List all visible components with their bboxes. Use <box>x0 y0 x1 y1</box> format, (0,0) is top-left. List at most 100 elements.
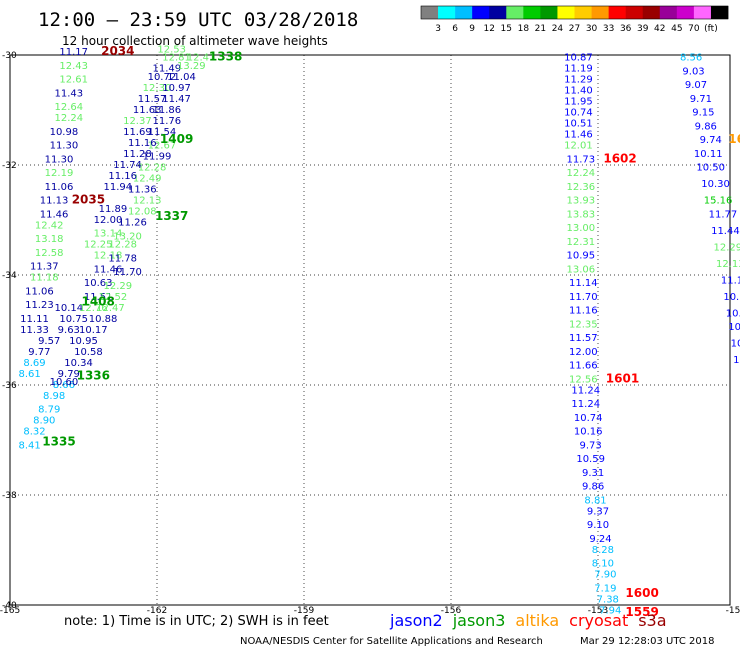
wave-height-point: 11.30 <box>50 141 79 152</box>
legend-cryosat: cryosat <box>569 611 628 630</box>
axis-ticks: -165 -162 -159 -156 -153 -15 -30 -32 -34 -36 -38 -4… <box>0 51 740 616</box>
wave-height-point: 10.14 <box>54 303 83 314</box>
colorbar-label: 15 <box>501 24 512 34</box>
wave-height-point: 12.19 <box>45 168 74 179</box>
wave-height-point: 9.37 <box>587 506 609 517</box>
wave-height-point: 11.78 <box>108 253 137 264</box>
grid <box>10 55 730 605</box>
wave-height-point: 9.86 <box>695 121 717 132</box>
wave-height-point: 12.37 <box>123 116 152 127</box>
wave-height-point: 11.29 <box>564 75 593 86</box>
wave-height-point: 13.06 <box>567 264 596 275</box>
colorbar-label: 33 <box>603 24 614 34</box>
wave-height-point: 10.88 <box>89 314 118 325</box>
wave-height-point: 12.58 <box>35 248 64 259</box>
wave-height-point: 11.06 <box>45 182 74 193</box>
wave-height-point: 13.93 <box>567 196 596 207</box>
pass-time-label: 1602 <box>603 151 636 165</box>
wave-height-point: 10.16 <box>733 355 740 366</box>
wave-height-point: 10.74 <box>574 413 603 424</box>
wave-height-point: 11.19 <box>721 275 740 286</box>
colorbar-label: (ft) <box>704 24 718 34</box>
wave-height-point: 12.76 <box>79 303 108 314</box>
wave-height-point: 12.18 <box>94 251 123 262</box>
wave-height-point: 12.24 <box>567 168 596 179</box>
colorbar-label: 27 <box>569 24 580 34</box>
wave-height-point: 11.04 <box>167 72 196 83</box>
wave-height-point: 11.47 <box>162 94 191 105</box>
wave-height-point: 12.25 <box>84 240 113 251</box>
legend-jason3: jason3 <box>452 611 506 630</box>
pass-time-label: 1336 <box>77 369 110 383</box>
wave-height-point: 11.70 <box>569 292 598 303</box>
colorbar-label: 3 <box>435 24 441 34</box>
wave-height-point: 10.59 <box>576 454 605 465</box>
colorbar-swatch <box>557 6 575 19</box>
pass-time-label: 1409 <box>160 132 193 146</box>
wave-height-point: 13.00 <box>567 223 596 234</box>
pass-time-label: 1600 <box>625 586 658 600</box>
wave-height-point: 9.07 <box>685 80 707 91</box>
wave-height-point: 12.30 <box>143 83 172 94</box>
colorbar-swatch <box>710 6 729 19</box>
wave-height-point: 10.11 <box>694 149 723 160</box>
y-tick-label: -34 <box>2 271 17 281</box>
wave-height-point: 11.66 <box>569 361 598 372</box>
wave-height-point: 11.51 <box>84 292 113 303</box>
colorbar-swatch <box>421 6 439 19</box>
wave-height-point: 11.33 <box>20 325 49 336</box>
y-tick-label: -30 <box>2 51 17 61</box>
wave-height-point: 7.38 <box>597 594 619 605</box>
wave-height-point: 8.98 <box>43 391 65 402</box>
wave-height-point: 11.06 <box>25 286 54 297</box>
colorbar-swatch <box>608 6 626 19</box>
wave-height-point: 12.52 <box>99 292 128 303</box>
colorbar-swatch <box>489 6 507 19</box>
colorbar-label: 45 <box>671 24 682 34</box>
legend: jason2 jason3 altika cryosat s3a <box>389 611 667 630</box>
wave-height-point: 12.64 <box>54 102 83 113</box>
x-tick-label: -159 <box>294 606 315 616</box>
wave-height-point: 8.61 <box>18 369 40 380</box>
colorbar-label: 21 <box>535 24 546 34</box>
wave-height-point: 12.53 <box>157 44 186 55</box>
wave-height-point: 10.51 <box>564 119 593 130</box>
wave-height-point: 12.35 <box>569 319 598 330</box>
wave-height-point: 10.16 <box>574 427 603 438</box>
wave-height-point: 9.86 <box>582 482 604 493</box>
colorbar-label: 24 <box>552 24 564 34</box>
wave-height-point: 9.15 <box>692 108 714 119</box>
wave-height-point: 11.18 <box>30 273 59 284</box>
plot-frame <box>9 54 731 606</box>
wave-height-point: 8.56 <box>680 53 702 64</box>
chart-title: 12:00 – 23:59 UTC 03/28/2018 <box>38 9 358 31</box>
pass-time-label: 1337 <box>155 209 188 223</box>
colorbar-swatch <box>455 6 473 19</box>
wave-height-point: 8.90 <box>33 416 55 427</box>
wave-height-point: 13.83 <box>567 209 596 220</box>
wave-height-point: 10.50 <box>696 163 725 174</box>
data-points: 11.1712.4312.6111.4312.6412.2410.9811.30… <box>18 44 740 616</box>
wave-height-point: 10.58 <box>74 347 103 358</box>
y-tick-label: -32 <box>2 161 17 171</box>
wave-height-point: 10.17 <box>79 325 108 336</box>
wave-height-point: 12.41 <box>187 53 216 64</box>
wave-height-point: 12.13 <box>716 259 740 270</box>
wave-height-point: 11.16 <box>128 138 157 149</box>
pass-time-label: 1626 <box>728 132 740 146</box>
wave-height-point: 11.26 <box>118 218 147 229</box>
colorbar-label: 39 <box>637 24 649 34</box>
wave-height-point: 11.43 <box>54 88 83 99</box>
colorbar-frame <box>420 5 729 20</box>
wave-height-point: 12.00 <box>569 347 598 358</box>
wave-height-point: 12.36 <box>567 182 596 193</box>
colorbar-label: 18 <box>518 24 530 34</box>
wave-height-point: 12.47 <box>96 303 125 314</box>
y-tick-label: -38 <box>2 491 17 501</box>
wave-height-point: 9.63 <box>58 325 80 336</box>
x-tick-label: -156 <box>441 606 462 616</box>
colorbar-swatch <box>642 6 661 19</box>
wave-height-point: 11.46 <box>564 130 593 141</box>
wave-height-point: 13.20 <box>113 231 142 242</box>
y-tick-label: -36 <box>2 381 17 391</box>
